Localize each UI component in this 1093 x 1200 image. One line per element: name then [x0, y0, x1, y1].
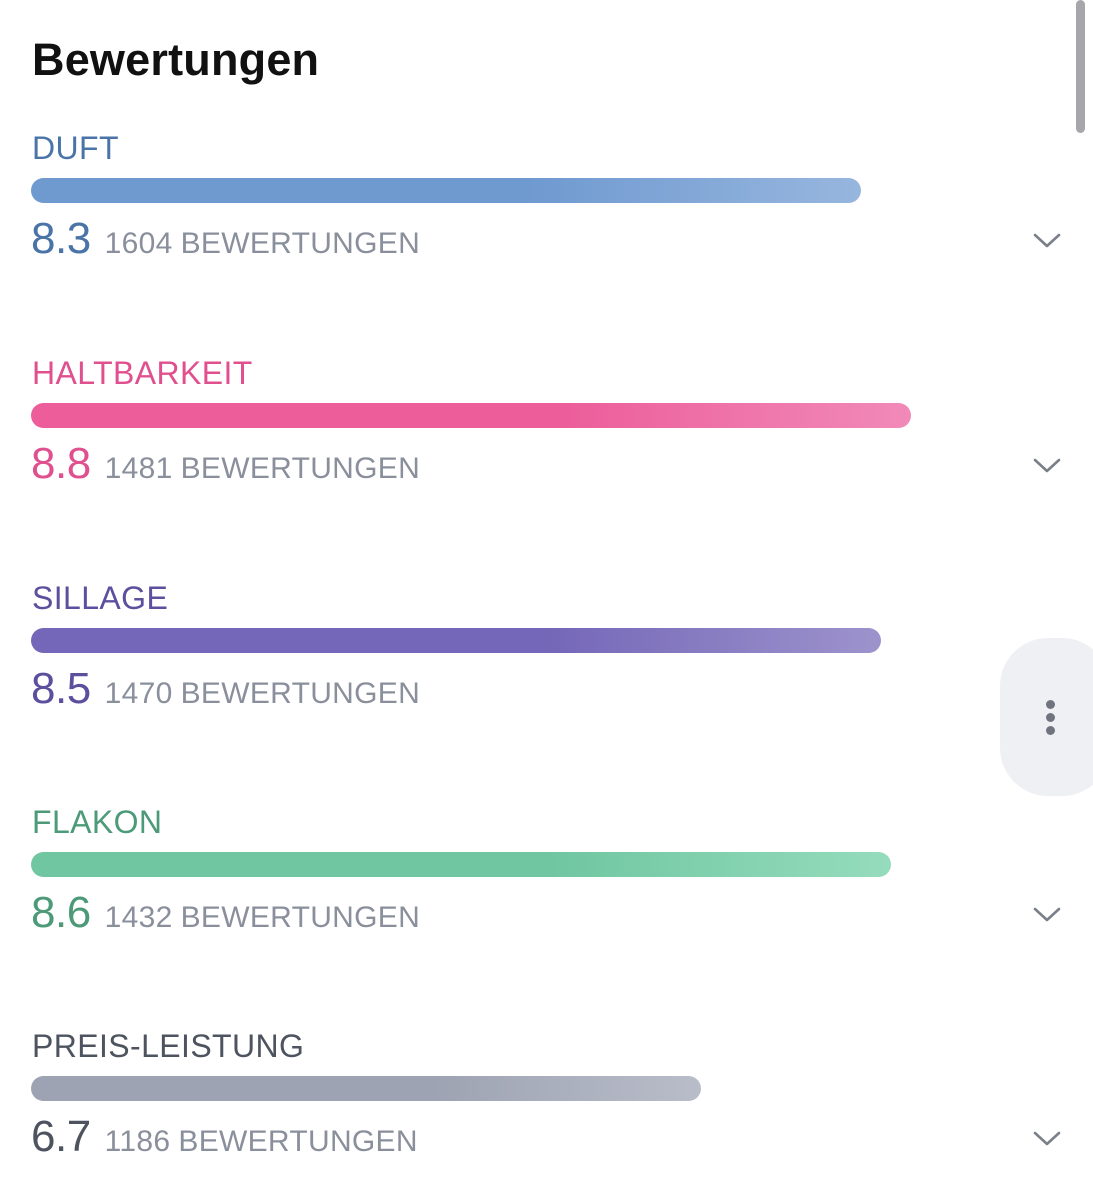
chevron-down-icon — [1033, 1131, 1061, 1146]
score-row: 8.8 1481 BEWERTUNGEN — [31, 439, 420, 489]
expand-flakon-button[interactable] — [1030, 898, 1064, 932]
rating-bar-fill — [31, 403, 911, 428]
rating-bar-fill — [31, 178, 861, 203]
rating-flakon: FLAKON 8.6 1432 BEWERTUNGEN — [0, 804, 1093, 974]
rating-score: 8.5 — [31, 664, 91, 713]
rating-count-label: BEWERTUNGEN — [178, 1125, 418, 1158]
rating-count-label: BEWERTUNGEN — [180, 677, 421, 710]
score-row: 6.7 1186 BEWERTUNGEN — [31, 1112, 418, 1162]
rating-bar — [31, 178, 1021, 203]
rating-count: 1604 BEWERTUNGEN — [105, 227, 420, 260]
rating-count-number: 1604 — [104, 227, 173, 260]
more-vertical-icon — [1046, 696, 1055, 739]
rating-count-label: BEWERTUNGEN — [180, 227, 421, 260]
rating-bar — [31, 628, 1021, 653]
rating-count-number: 1470 — [104, 677, 173, 710]
rating-haltbarkeit: HALTBARKEIT 8.8 1481 BEWERTUNGEN — [0, 355, 1093, 525]
rating-label: HALTBARKEIT — [32, 355, 253, 391]
rating-preis-leistung: PREIS-LEISTUNG 6.7 1186 BEWERTUNGEN — [0, 1028, 1093, 1198]
rating-bar-fill — [31, 628, 881, 653]
rating-count-number: 1186 — [104, 1125, 171, 1158]
rating-count: 1432 BEWERTUNGEN — [105, 901, 420, 934]
rating-count: 1186 BEWERTUNGEN — [105, 1125, 418, 1158]
chevron-down-icon — [1033, 458, 1061, 473]
rating-score: 8.3 — [31, 214, 91, 263]
rating-bar — [31, 852, 1021, 877]
rating-label: DUFT — [32, 130, 119, 166]
score-row: 8.5 1470 BEWERTUNGEN — [31, 664, 420, 714]
rating-score: 6.7 — [31, 1112, 91, 1161]
rating-bar — [31, 1076, 1021, 1101]
expand-preis-leistung-button[interactable] — [1030, 1122, 1064, 1156]
rating-count: 1470 BEWERTUNGEN — [105, 677, 420, 710]
rating-duft: DUFT 8.3 1604 BEWERTUNGEN — [0, 130, 1093, 300]
expand-duft-button[interactable] — [1030, 224, 1064, 258]
rating-score: 8.8 — [31, 439, 91, 488]
more-options-button[interactable] — [1000, 638, 1093, 796]
rating-bar-fill — [31, 1076, 701, 1101]
chevron-down-icon — [1033, 233, 1061, 248]
rating-score: 8.6 — [31, 888, 91, 937]
rating-bar-fill — [31, 852, 891, 877]
expand-haltbarkeit-button[interactable] — [1030, 449, 1064, 483]
rating-count-label: BEWERTUNGEN — [180, 452, 421, 485]
rating-count-label: BEWERTUNGEN — [180, 901, 421, 934]
rating-count: 1481 BEWERTUNGEN — [105, 452, 420, 485]
score-row: 8.3 1604 BEWERTUNGEN — [31, 214, 420, 264]
rating-bar — [31, 403, 1021, 428]
rating-sillage: SILLAGE 8.5 1470 BEWERTUNGEN — [0, 580, 1093, 750]
chevron-down-icon — [1033, 907, 1061, 922]
rating-label: FLAKON — [32, 804, 163, 840]
rating-count-number: 1481 — [104, 452, 173, 485]
rating-label: SILLAGE — [32, 580, 169, 616]
score-row: 8.6 1432 BEWERTUNGEN — [31, 888, 420, 938]
rating-count-number: 1432 — [104, 901, 173, 934]
page-title: Bewertungen — [32, 34, 320, 85]
scrollbar-thumb[interactable] — [1076, 0, 1085, 133]
rating-label: PREIS-LEISTUNG — [32, 1028, 305, 1064]
